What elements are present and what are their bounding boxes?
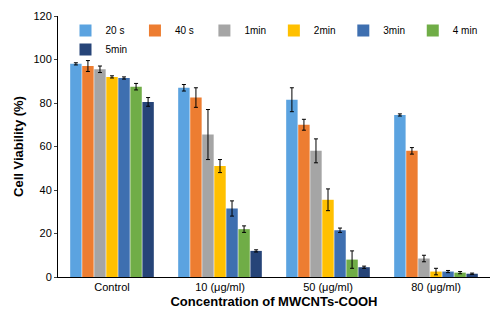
svg-text:50 (μg/ml): 50 (μg/ml) xyxy=(303,281,353,293)
svg-text:5min: 5min xyxy=(106,44,128,55)
svg-text:100: 100 xyxy=(33,53,51,65)
svg-text:Concentration of MWCNTs-COOH: Concentration of MWCNTs-COOH xyxy=(170,294,377,309)
svg-text:60: 60 xyxy=(40,140,52,152)
svg-text:4 min: 4 min xyxy=(453,25,477,36)
svg-text:80 (μg/ml): 80 (μg/ml) xyxy=(411,281,461,293)
svg-text:1min: 1min xyxy=(244,25,266,36)
svg-text:2min: 2min xyxy=(314,25,336,36)
svg-text:120: 120 xyxy=(33,10,51,22)
svg-text:20 s: 20 s xyxy=(106,25,125,36)
svg-text:40: 40 xyxy=(40,184,52,196)
svg-text:40 s: 40 s xyxy=(175,25,194,36)
svg-text:Cell Viability (%): Cell Viability (%) xyxy=(11,96,26,197)
svg-text:0: 0 xyxy=(46,271,52,283)
svg-text:80: 80 xyxy=(40,97,52,109)
svg-text:10 (μg/ml): 10 (μg/ml) xyxy=(195,281,245,293)
svg-text:20: 20 xyxy=(40,227,52,239)
svg-text:Control: Control xyxy=(94,281,129,293)
svg-text:3min: 3min xyxy=(383,25,405,36)
